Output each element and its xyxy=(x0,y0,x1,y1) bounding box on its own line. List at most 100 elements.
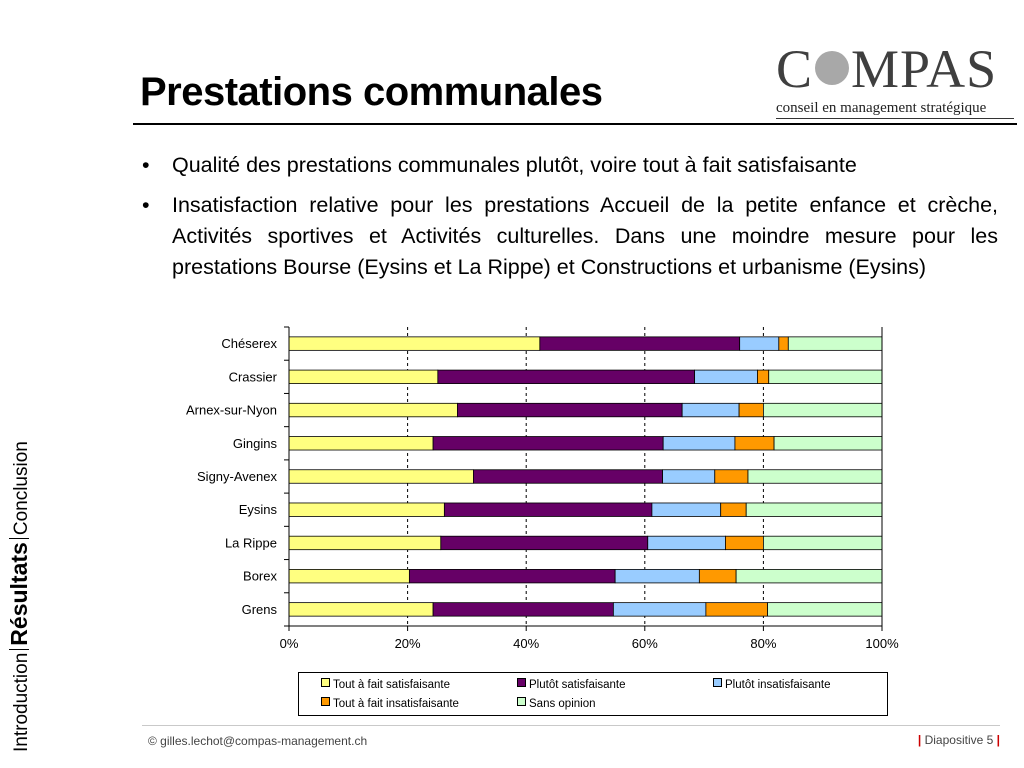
bar-segment xyxy=(443,502,653,517)
bar-segment xyxy=(288,369,439,384)
bar-segment xyxy=(662,436,736,451)
bar-segment xyxy=(288,502,445,517)
legend-label: Plutôt insatisfaisante xyxy=(725,679,831,691)
legend-swatch xyxy=(517,678,526,687)
bar-segment xyxy=(408,569,616,584)
logo-letter-c: C xyxy=(776,39,814,99)
bar-segment xyxy=(763,535,883,551)
category-label: Borex xyxy=(243,569,277,584)
bar-segment xyxy=(778,336,789,351)
footer-bar-left: | xyxy=(917,733,922,747)
bar-segment xyxy=(720,502,747,517)
bar-segment xyxy=(705,602,768,617)
bar-segment xyxy=(734,436,775,451)
legend-item-tout-insatisfaisante: Tout à fait insatisfaisante xyxy=(321,697,459,710)
footer-bar-right: | xyxy=(996,733,1000,747)
legend-label: Tout à fait insatisfaisante xyxy=(333,698,459,710)
bar-segment xyxy=(288,602,434,617)
x-tick-label: 20% xyxy=(395,636,421,651)
legend-item-tout-satisfaisante: Tout à fait satisfaisante xyxy=(321,678,450,691)
bar-segment xyxy=(747,469,883,484)
bar-segment xyxy=(288,569,410,584)
bar-segment xyxy=(647,535,726,551)
bar-segment xyxy=(681,402,740,418)
bar-segment xyxy=(614,569,700,584)
bar-segment xyxy=(763,402,883,418)
chart-legend: Tout à fait satisfaisante Plutôt satisfa… xyxy=(298,672,888,716)
bar-segment xyxy=(437,369,696,384)
bar-segment xyxy=(288,535,442,551)
bullet-item: • Qualité des prestations communales plut… xyxy=(142,150,998,181)
category-label: Signy-Avenex xyxy=(197,469,277,484)
bullet-dot-icon: • xyxy=(142,193,150,217)
legend-label: Plutôt satisfaisante xyxy=(529,679,626,691)
section-nav: Introduction Résultats Conclusion xyxy=(4,441,37,752)
bar-segment xyxy=(757,369,770,384)
x-tick-label: 0% xyxy=(280,636,299,651)
stacked-bar-chart: Chéserex Crassier Arnex-sur-Nyon Gingins Sig… xyxy=(186,326,899,651)
bar-segment xyxy=(768,369,883,384)
logo-underline xyxy=(776,118,1014,119)
x-tick-label: 60% xyxy=(632,636,658,651)
legend-item-plutot-satisfaisante: Plutôt satisfaisante xyxy=(517,678,626,691)
bullet-text: Qualité des prestations communales plutô… xyxy=(172,153,857,177)
legend-label: Tout à fait satisfaisante xyxy=(333,679,450,691)
bar-segment xyxy=(773,436,883,451)
bar-segment xyxy=(738,402,764,418)
nav-introduction[interactable]: Introduction xyxy=(11,652,32,752)
compas-logo: C MPAS conseil en management stratégique xyxy=(776,38,1016,120)
bar-segment xyxy=(698,569,737,584)
bar-segment xyxy=(288,402,458,418)
logo-tagline: conseil en management stratégique xyxy=(776,100,987,116)
bar-segment xyxy=(739,336,780,351)
bar-segment xyxy=(288,469,474,484)
bullet-text: Insatisfaction relative pour les prestat… xyxy=(172,193,998,279)
x-tick-label: 100% xyxy=(865,636,899,651)
category-label: Grens xyxy=(242,602,278,617)
category-label: La Rippe xyxy=(225,535,277,550)
title-rule xyxy=(133,123,1017,125)
legend-swatch xyxy=(517,697,526,706)
footer-slide-label: Diapositive 5 xyxy=(924,733,994,747)
category-label: Gingins xyxy=(233,436,278,451)
logo-wordmark: C MPAS xyxy=(776,38,997,100)
bullet-item: • Insatisfaction relative pour les presta… xyxy=(142,190,998,283)
footer-copyright: © gilles.lechot@compas-management.ch xyxy=(148,734,368,748)
bar-segment xyxy=(440,535,649,551)
bar-segment xyxy=(432,436,664,451)
bar-segment xyxy=(787,336,883,351)
x-tick-label: 80% xyxy=(750,636,776,651)
footer-slide-number: | Diapositive 5 | xyxy=(918,733,1000,747)
nav-resultats[interactable]: Résultats xyxy=(6,542,32,646)
bar-segment xyxy=(714,469,749,484)
bar-segment xyxy=(473,469,663,484)
bar-segment xyxy=(539,336,741,351)
x-tick-label: 40% xyxy=(513,636,539,651)
bar-segment xyxy=(457,402,683,418)
bar-segment xyxy=(288,336,541,351)
bar-segment xyxy=(612,602,707,617)
legend-item-sans-opinion: Sans opinion xyxy=(517,697,596,710)
nav-separator xyxy=(9,648,29,650)
bar-segment xyxy=(694,369,758,384)
bar-segment xyxy=(725,535,764,551)
bullet-dot-icon: • xyxy=(142,153,150,177)
bullet-list: • Qualité des prestations communales plut… xyxy=(142,150,998,292)
bar-segment xyxy=(288,436,434,451)
bar-segment xyxy=(662,469,716,484)
category-label: Crassier xyxy=(229,369,278,384)
category-label: Eysins xyxy=(239,502,278,517)
logo-letters-mpas: MPAS xyxy=(851,39,998,99)
category-label: Chéserex xyxy=(221,336,277,351)
legend-swatch xyxy=(321,678,330,687)
bar-segment xyxy=(745,502,883,517)
nav-conclusion[interactable]: Conclusion xyxy=(11,441,32,536)
logo-circle-icon xyxy=(815,51,850,85)
bar-segment xyxy=(651,502,722,517)
legend-swatch xyxy=(713,678,722,687)
bar-segment xyxy=(432,602,614,617)
nav-separator xyxy=(9,538,29,540)
bar-segment xyxy=(735,569,883,584)
slide-title: Prestations communales xyxy=(140,70,603,114)
bar-segment xyxy=(767,602,883,617)
